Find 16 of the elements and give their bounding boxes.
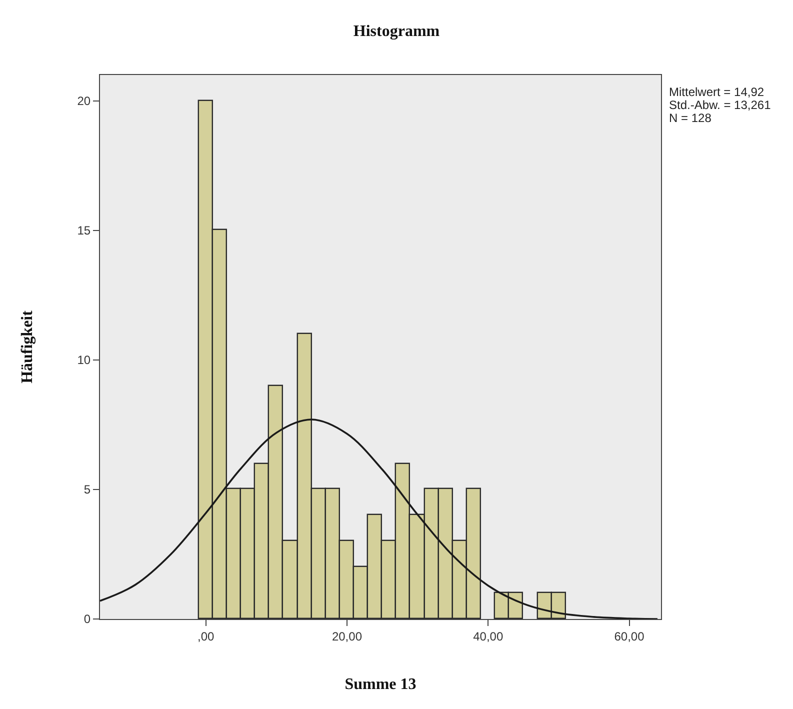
text: Mittelwert = 14,92 bbox=[669, 85, 764, 99]
y-tick-label: 15 bbox=[77, 224, 91, 238]
y-tick-label: 5 bbox=[84, 482, 91, 497]
x-tick-label: 40,00 bbox=[473, 629, 504, 644]
y-tick-label: 10 bbox=[77, 353, 91, 368]
x-tick-label: 60,00 bbox=[614, 629, 645, 644]
y-tick-label: 20 bbox=[77, 94, 91, 108]
x-tick-label: 20,00 bbox=[332, 629, 362, 644]
text: N = 128 bbox=[669, 111, 712, 125]
line-series bbox=[100, 418, 658, 619]
x-axis-title: Summe 13 bbox=[344, 676, 416, 694]
text: Std.-Abw. = 13,261 bbox=[669, 98, 772, 112]
y-tick-label: 0 bbox=[84, 612, 91, 626]
chart-title: Histogramm bbox=[353, 23, 440, 40]
y-axis-title: Häufigkeit bbox=[19, 310, 36, 384]
x-tick-label: ,00 bbox=[198, 629, 215, 644]
